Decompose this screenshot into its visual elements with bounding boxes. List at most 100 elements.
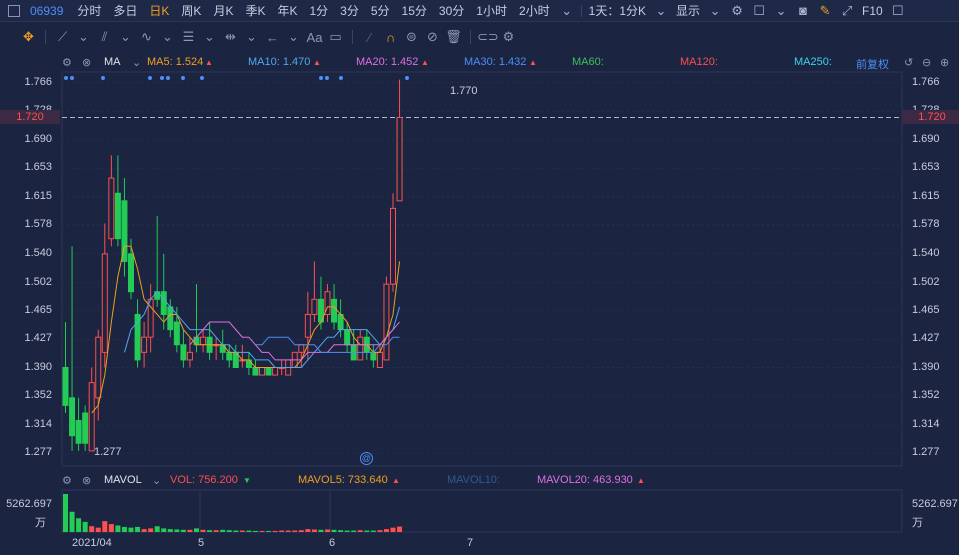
period-tab-weekly-k[interactable]: 周K	[181, 4, 202, 18]
zoom-in-icon[interactable]: ⊕	[940, 57, 950, 69]
event-dot	[166, 76, 170, 80]
volume-bar	[121, 526, 127, 532]
period-tab-multiday[interactable]: 多日	[113, 4, 138, 18]
volume-bar	[200, 529, 206, 532]
zoom-out-icon[interactable]: ⊖	[922, 57, 932, 69]
candle-body	[245, 359, 252, 368]
comment-tool-icon[interactable]: ▭	[329, 29, 342, 44]
chevron-down-icon[interactable]: ⌄	[120, 29, 131, 44]
magnet-icon[interactable]: ∩	[385, 29, 396, 45]
price-tick-right: 1.465	[912, 303, 940, 316]
volume-frame	[61, 489, 903, 533]
link-icon[interactable]: ⊂⊃	[477, 29, 499, 44]
close-icon[interactable]: ⊗	[82, 57, 92, 69]
ma-label[interactable]: MA	[104, 56, 121, 68]
period-combo-dropdown[interactable]: 1天：1分K	[588, 4, 646, 18]
stock-code[interactable]: 06939	[30, 3, 64, 18]
f10-button[interactable]: F10	[862, 3, 883, 18]
candle-body	[141, 336, 148, 353]
period-tab-daily-k[interactable]: 日K	[149, 4, 170, 18]
fullscreen-icon[interactable]: ⤢	[841, 2, 853, 18]
fib-tool-icon[interactable]: ☰	[182, 29, 195, 44]
volume-bars	[63, 494, 403, 532]
candle-body	[69, 397, 76, 437]
period-tab-2hour[interactable]: 2小时	[518, 4, 550, 18]
move-cross-icon[interactable]: ✥	[23, 29, 34, 44]
chevron-down-icon[interactable]: ⌄	[132, 57, 142, 69]
channel-tool-icon[interactable]: ⫽	[101, 29, 108, 44]
undo-icon[interactable]: ↺	[904, 57, 914, 69]
volume-bar	[167, 529, 173, 532]
period-tab-quarterly-k[interactable]: 季K	[245, 4, 266, 18]
wave-tool-icon[interactable]: ∿	[141, 29, 152, 44]
high-price-label: 1.770	[450, 85, 478, 97]
ma10-line	[123, 290, 401, 368]
candle-body	[311, 298, 318, 315]
range-tool-icon[interactable]: ⇹	[225, 29, 236, 44]
event-marker-icon[interactable]: @	[360, 452, 373, 465]
price-tick-left: 1.427	[24, 332, 52, 345]
settings-gear-icon[interactable]: ⚙	[62, 57, 72, 69]
period-tab-15min[interactable]: 15分	[401, 4, 427, 18]
display-dropdown[interactable]: 显示	[676, 4, 701, 18]
period-tab-1hour[interactable]: 1小时	[476, 4, 507, 18]
trash-icon[interactable]: 🗑	[445, 29, 462, 44]
price-tick-right: 1.766	[912, 75, 940, 88]
close-icon[interactable]: ⊗	[82, 475, 92, 487]
price-tick-right: 1.578	[912, 218, 940, 231]
candle-body	[265, 367, 272, 376]
chevron-down-icon[interactable]: ⌄	[561, 2, 573, 18]
candle-body	[344, 329, 351, 346]
triangle-up-icon: ▲	[421, 58, 429, 67]
window-icon[interactable]: ☐	[891, 2, 904, 18]
price-tick-left: 1.766	[24, 75, 52, 88]
arrow-tool-icon[interactable]: ←	[266, 29, 279, 45]
text-tool-icon[interactable]: Aa	[306, 29, 323, 45]
hide-icon[interactable]: ⊘	[427, 29, 438, 44]
price-tick-right: 1.653	[912, 161, 940, 174]
chevron-down-icon[interactable]: ⌄	[162, 29, 173, 44]
period-tab-3min[interactable]: 3分	[340, 4, 359, 18]
color-box-icon[interactable]: ☐	[753, 2, 765, 18]
chevron-down-icon[interactable]: ⌄	[204, 29, 215, 44]
pencil-icon[interactable]: ✎	[819, 2, 831, 18]
period-tab-30min[interactable]: 30分	[438, 4, 465, 18]
candle-body	[390, 207, 396, 285]
chevron-down-icon[interactable]: ⌄	[246, 29, 257, 44]
window-icon[interactable]	[8, 4, 20, 17]
volume-bar	[390, 527, 396, 532]
adjust-mode-button[interactable]: 前复权	[856, 59, 889, 71]
period-tab-1min[interactable]: 1分	[309, 4, 329, 18]
line-tool-icon[interactable]: ⟋	[57, 29, 68, 44]
candle-body	[219, 344, 226, 353]
chevron-down-icon[interactable]: ⌄	[709, 2, 721, 18]
volume-unit-left: 万	[35, 517, 46, 529]
settings-gear-icon[interactable]: ⚙	[502, 29, 515, 44]
divider	[45, 30, 46, 44]
period-tab-yearly-k[interactable]: 年K	[277, 4, 298, 18]
low-price-label: 1.277	[94, 446, 122, 458]
triangle-down-icon: ▼	[243, 476, 251, 485]
ma5-value: MA5: 1.524	[147, 56, 204, 68]
brush-icon[interactable]: ⁄	[368, 29, 371, 45]
camera-icon[interactable]: ◙	[799, 3, 807, 18]
volume-bar	[331, 529, 337, 532]
chevron-down-icon[interactable]: ⌄	[78, 29, 89, 44]
x-label-apr: 2021/04	[72, 537, 112, 549]
period-tab-intraday[interactable]: 分时	[77, 4, 102, 18]
chevron-down-icon[interactable]: ⌄	[288, 29, 299, 44]
period-tab-monthly-k[interactable]: 月K	[213, 4, 234, 18]
volume-bar	[239, 530, 245, 532]
volume-bar	[213, 530, 219, 532]
period-tab-5min[interactable]: 5分	[370, 4, 390, 18]
settings-gear-icon[interactable]: ⚙	[62, 475, 72, 487]
chevron-down-icon[interactable]: ⌄	[655, 2, 667, 18]
x-label-may: 5	[198, 537, 205, 549]
candle-body	[200, 336, 207, 346]
chevron-down-icon[interactable]: ⌄	[152, 475, 162, 487]
mavol-label[interactable]: MAVOL	[104, 474, 142, 486]
lock-icon[interactable]: ⊜	[406, 29, 417, 44]
settings-gear-icon[interactable]: ⚙	[731, 2, 743, 18]
chevron-down-icon[interactable]: ⌄	[775, 2, 787, 18]
